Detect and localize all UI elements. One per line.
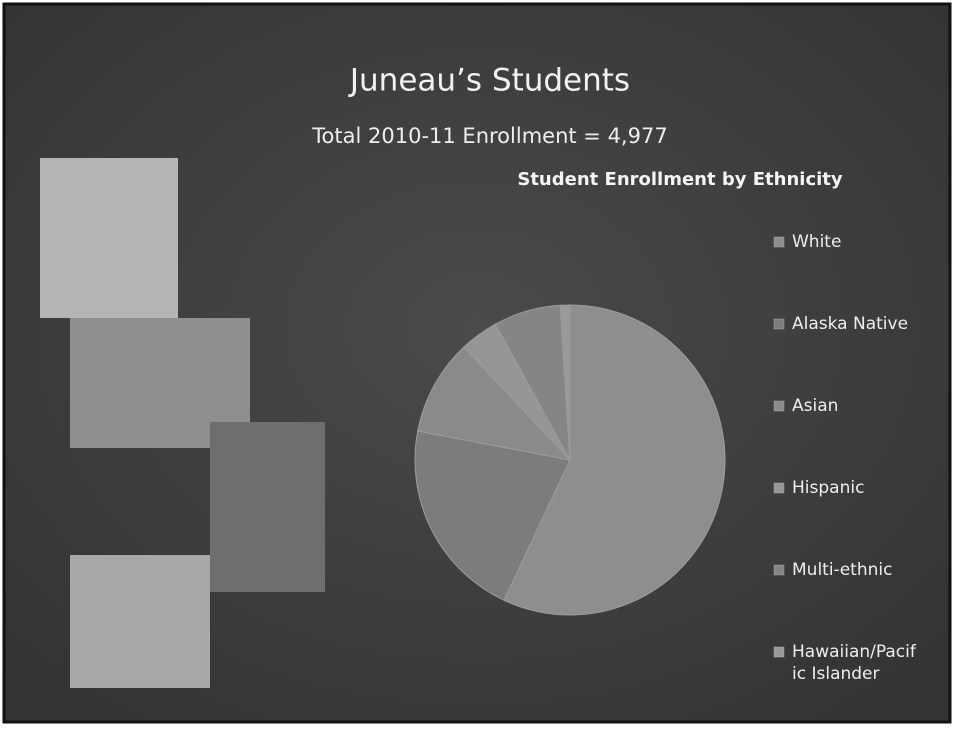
legend-swatch xyxy=(773,482,785,494)
pie xyxy=(414,304,726,616)
photo xyxy=(40,158,178,318)
photo xyxy=(210,422,325,592)
pie-slice xyxy=(417,346,572,461)
legend-label: White xyxy=(792,232,841,252)
legend: White Alaska Native Asian Hispanic Multi-eth… xyxy=(773,232,917,684)
pie-slice xyxy=(503,304,726,616)
chart-title: Student Enrollment by Ethnicity xyxy=(517,169,843,190)
legend-label: Multi-ethnic xyxy=(792,560,892,580)
slide-subtitle: Total 2010-11 Enrollment = 4,977 xyxy=(311,124,667,148)
pie-slice xyxy=(559,304,571,461)
legend-swatch xyxy=(773,564,785,576)
legend-swatch xyxy=(773,400,785,412)
legend-label: Asian xyxy=(792,396,838,416)
legend-label: Alaska Native xyxy=(792,314,908,334)
slide-title: Juneau’s Students xyxy=(348,63,630,99)
legend-swatch xyxy=(773,318,785,330)
legend-swatch xyxy=(773,646,785,658)
legend-label: Hispanic xyxy=(792,478,864,498)
legend-swatch xyxy=(773,236,785,248)
photo xyxy=(70,555,210,688)
pie-slice xyxy=(414,430,571,601)
legend-label: Hawaiian/Pacif ic Islander xyxy=(792,642,917,684)
photos xyxy=(40,158,325,688)
